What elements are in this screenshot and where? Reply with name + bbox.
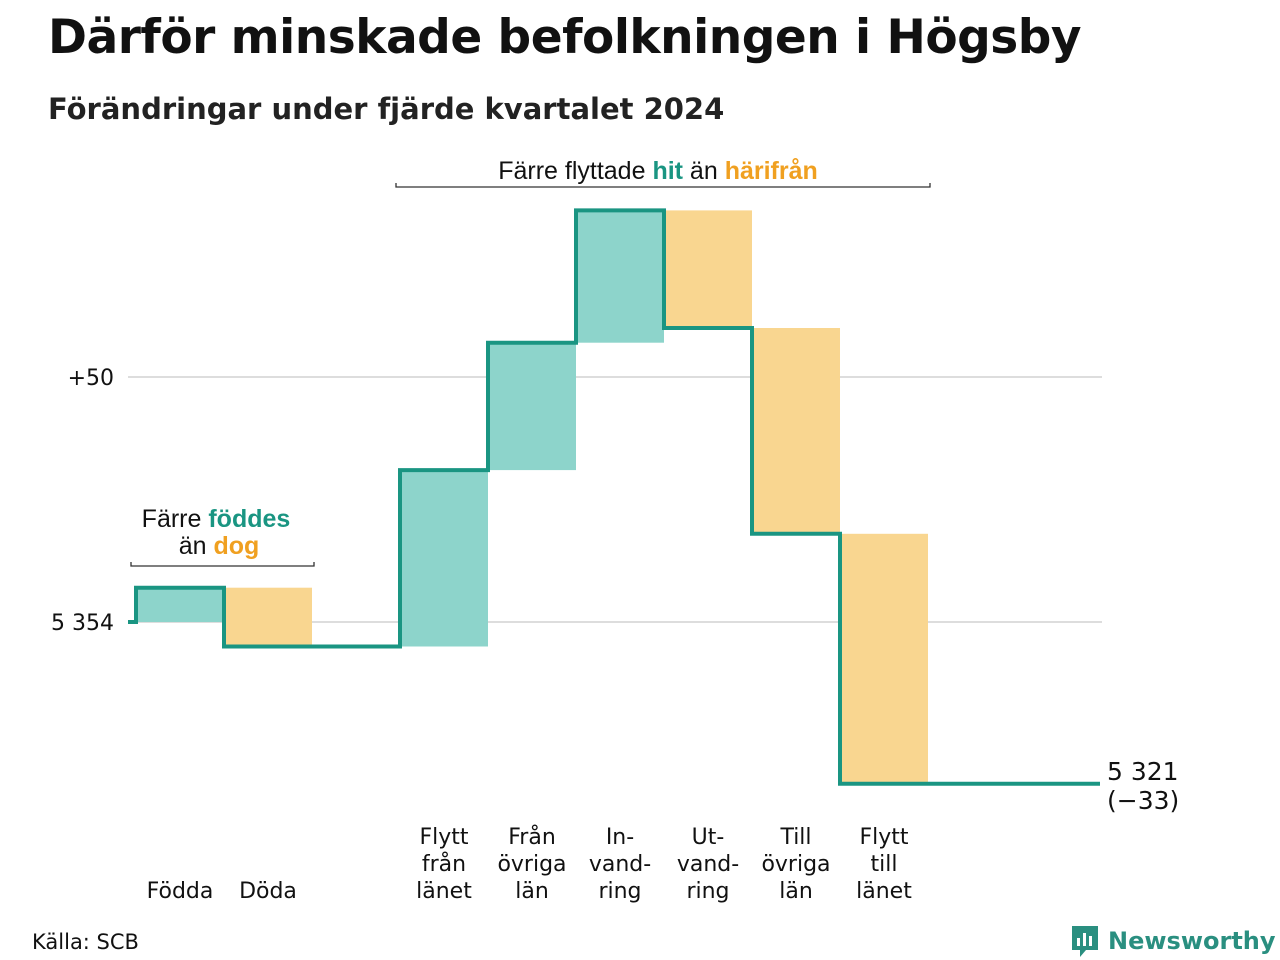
source-note: Källa: SCB (32, 930, 139, 954)
waterfall-bar (224, 587, 312, 647)
waterfall-bar (752, 328, 840, 534)
end-value-label: 5 321 (1107, 757, 1179, 786)
category-label: ring (598, 879, 641, 904)
category-label: Flytt (859, 825, 908, 850)
category-label: vand- (677, 852, 739, 877)
y-tick-label: 5 354 (51, 611, 114, 636)
chart-subtitle: Förändringar under fjärde kvartalet 2024 (48, 92, 725, 126)
migration-annotation-bracket (395, 183, 931, 188)
category-label: Ut- (692, 825, 725, 850)
category-label: vand- (589, 852, 651, 877)
birth-annotation-line1: Färre föddes (142, 505, 291, 533)
waterfall-bar (576, 210, 664, 343)
category-label: länet (856, 879, 912, 904)
category-label: ring (686, 879, 729, 904)
brand-logo: Newsworthy (1070, 924, 1276, 958)
end-value-label: (−33) (1107, 786, 1179, 815)
brand-name: Newsworthy (1108, 927, 1276, 955)
birth-annotation-bracket (130, 562, 315, 567)
cumulative-step-line (128, 208, 1100, 786)
waterfall-bar (664, 210, 752, 328)
category-label: Till (779, 825, 811, 850)
category-label: Födda (147, 879, 214, 904)
waterfall-bar (488, 342, 576, 471)
category-label: från (422, 851, 466, 877)
chart-title: Därför minskade befolkningen i Högsby (48, 10, 1082, 65)
waterfall-bar (400, 470, 488, 647)
waterfall-bar (136, 587, 224, 622)
category-label: In- (606, 825, 634, 850)
category-label: övriga (497, 852, 566, 877)
waterfall-bar (840, 533, 928, 784)
category-label: län (515, 879, 549, 904)
category-label: till (871, 852, 898, 877)
y-tick-label: +50 (68, 366, 114, 391)
migration-annotation: Färre flyttade hit än härifrån (498, 157, 818, 185)
category-label: Flytt (419, 825, 468, 850)
newsworthy-logo-icon (1072, 926, 1098, 957)
category-label: län (779, 879, 813, 904)
category-label: övriga (761, 852, 830, 877)
category-label: länet (416, 879, 472, 904)
category-label: Döda (239, 879, 297, 904)
category-label: Från (508, 824, 556, 850)
birth-annotation-line2: än dog (179, 532, 260, 560)
